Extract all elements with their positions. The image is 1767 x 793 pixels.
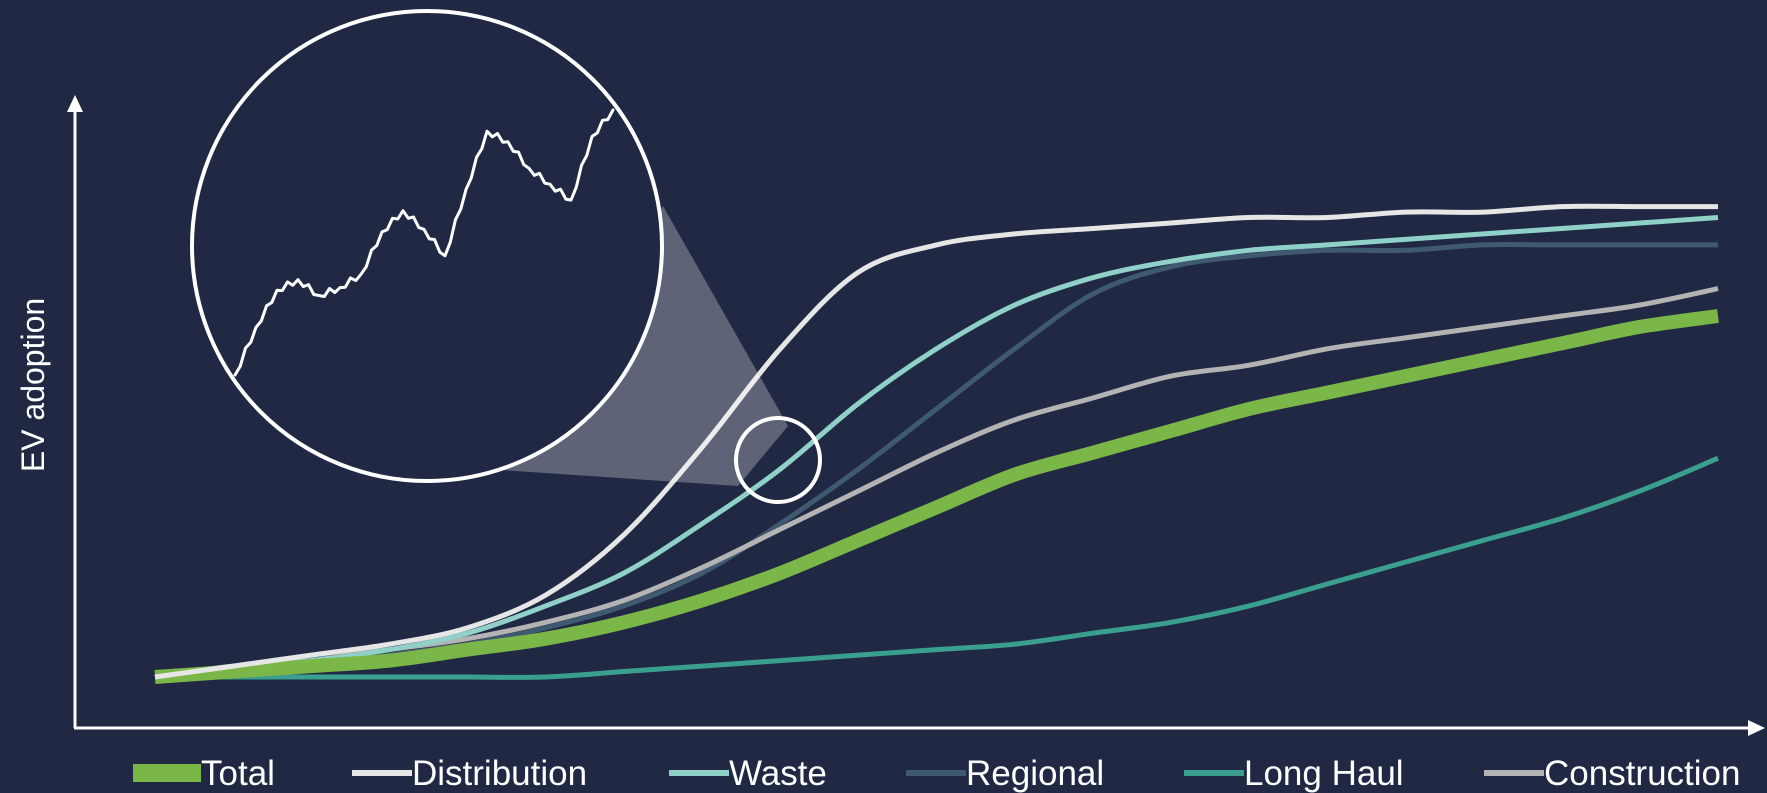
legend-label-distribution: Distribution [412,754,587,793]
series-line-waste [154,215,1719,680]
zoom-inset [190,9,822,504]
zoom-detail-line [233,108,615,377]
axes [67,95,1765,736]
legend: Total Distribution Waste Regional Long Haul C… [133,754,1740,793]
legend-label-total: Total [201,754,275,793]
legend-swatch-distribution [352,770,412,776]
legend-item-construction: Construction [1484,754,1740,793]
legend-item-regional: Regional [906,754,1104,793]
legend-item-waste: Waste [669,754,827,793]
legend-label-construction: Construction [1544,754,1740,793]
legend-swatch-regional [906,770,966,776]
legend-swatch-total [133,764,201,782]
legend-swatch-waste [669,770,729,776]
legend-item-distribution: Distribution [352,754,587,793]
x-axis-arrow [1748,720,1765,736]
series-group [154,203,1719,684]
legend-item-long-haul: Long Haul [1184,754,1404,793]
legend-label-regional: Regional [966,754,1104,793]
legend-swatch-construction [1484,770,1544,776]
series-line-total [154,309,1719,684]
focus-circle [734,416,822,504]
legend-item-total: Total [133,754,275,793]
legend-label-waste: Waste [729,754,827,793]
y-axis-arrow [67,95,83,112]
series-line-distribution [154,203,1718,680]
series-line-long-haul [155,455,1719,680]
legend-swatch-long-haul [1184,770,1244,776]
y-axis-label: EV adoption [15,298,51,472]
zoom-circle [190,9,664,483]
legend-label-long-haul: Long Haul [1244,754,1404,793]
